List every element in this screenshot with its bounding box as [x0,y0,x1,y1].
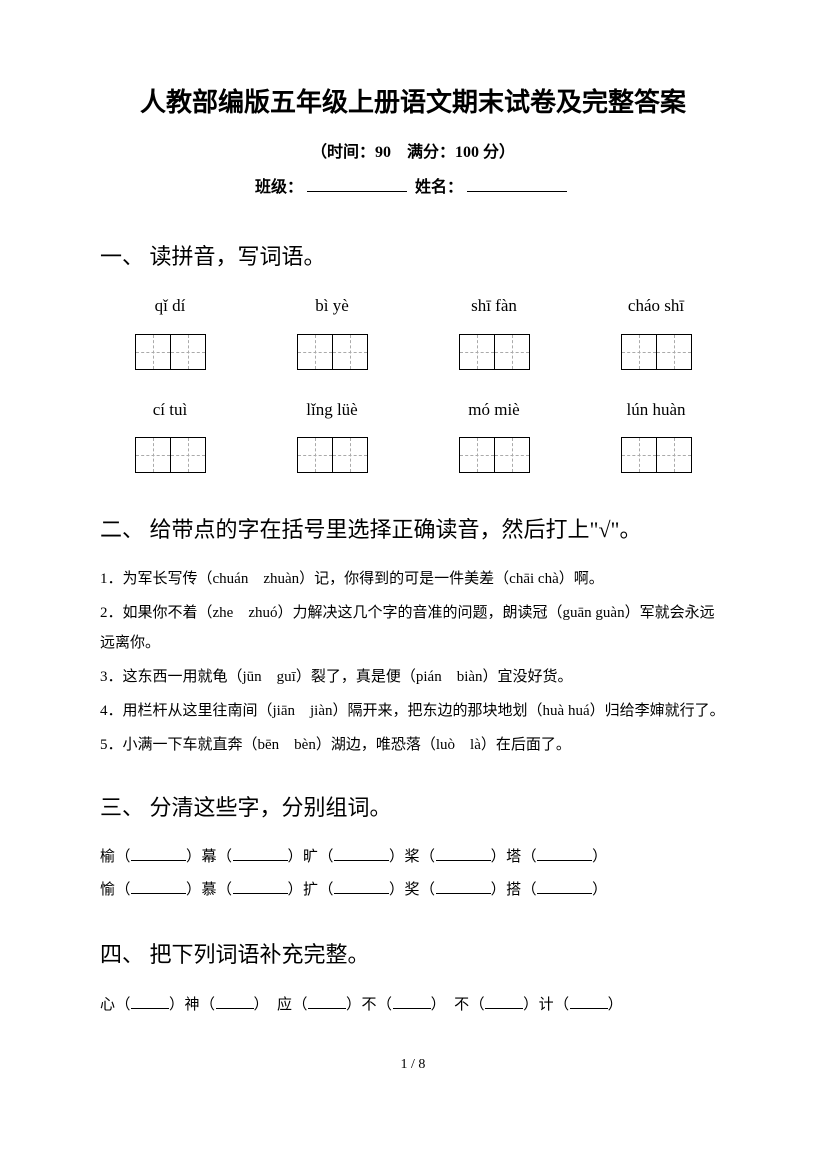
word-row: 愉（）慕（）扩（）奖（）搭（） [100,874,726,907]
pinyin-label: lǐng lüè [272,395,392,426]
question-item: 2．如果你不着（zhe zhuó）力解决这几个字的音准的问题，朗读冠（guān … [100,598,726,658]
pinyin-label: shī fàn [434,291,554,322]
section4-heading: 四、 把下列词语补充完整。 [100,935,726,975]
question-item: 3．这东西一用就龟（jūn guī）裂了，真是便（pián biàn）宜没好货。 [100,662,726,692]
fill-blank[interactable] [537,879,592,894]
fill-blank[interactable] [131,994,169,1009]
name-label: 姓名： [415,179,463,196]
char-grid[interactable] [135,334,206,370]
pinyin-item: cí tuì [110,395,230,432]
pinyin-row-2-boxes [100,437,726,482]
char-grid[interactable] [297,334,368,370]
pinyin-box [110,334,230,379]
pinyin-item: mó miè [434,395,554,432]
pinyin-box [272,334,392,379]
pinyin-box [596,334,716,379]
fill-blank[interactable] [233,879,288,894]
fill-blank[interactable] [131,879,186,894]
fill-blank[interactable] [308,994,346,1009]
fill-blank[interactable] [216,994,254,1009]
pinyin-box [272,437,392,482]
char-grid[interactable] [621,437,692,473]
section1-heading: 一、 读拼音，写词语。 [100,237,726,277]
word-row: 心（）神（） 应（）不（） 不（）计（） [100,989,726,1022]
pinyin-row-1-boxes [100,334,726,379]
fill-blank[interactable] [393,994,431,1009]
fill-blank[interactable] [334,879,389,894]
student-fields: 班级： 姓名： [100,174,726,203]
pinyin-label: cí tuì [110,395,230,426]
word-row: 榆（）幕（）旷（）桨（）塔（） [100,841,726,874]
char-grid[interactable] [135,437,206,473]
subtitle: （时间：90 满分：100 分） [100,139,726,168]
char-grid[interactable] [459,334,530,370]
char-grid[interactable] [297,437,368,473]
pinyin-item: bì yè [272,291,392,328]
pinyin-label: cháo shī [596,291,716,322]
char-grid[interactable] [621,334,692,370]
pinyin-item: shī fàn [434,291,554,328]
pinyin-box [434,334,554,379]
pinyin-box [434,437,554,482]
pinyin-row-2-labels: cí tuì lǐng lüè mó miè lún huàn [100,395,726,432]
pinyin-box [110,437,230,482]
fill-blank[interactable] [570,994,608,1009]
pinyin-item: lǐng lüè [272,395,392,432]
class-label: 班级： [255,179,303,196]
page-number: 1 / 8 [100,1052,726,1077]
name-blank[interactable] [467,175,567,192]
page: 人教部编版五年级上册语文期末试卷及完整答案 （时间：90 满分：100 分） 班… [0,0,826,1117]
fill-blank[interactable] [485,994,523,1009]
question-item: 5．小满一下车就直奔（bēn bèn）湖边，唯恐落（luò là）在后面了。 [100,730,726,760]
pinyin-label: mó miè [434,395,554,426]
pinyin-label: bì yè [272,291,392,322]
pinyin-label: qǐ dí [110,291,230,322]
fill-blank[interactable] [537,846,592,861]
fill-blank[interactable] [334,846,389,861]
section2-heading: 二、 给带点的字在括号里选择正确读音，然后打上"√"。 [100,510,726,550]
pinyin-item: qǐ dí [110,291,230,328]
pinyin-box [596,437,716,482]
fill-blank[interactable] [436,846,491,861]
section3-heading: 三、 分清这些字，分别组词。 [100,788,726,828]
question-item: 4．用栏杆从这里往南间（jiān jiàn）隔开来，把东边的那块地划（huà h… [100,696,726,726]
class-blank[interactable] [307,175,407,192]
pinyin-item: cháo shī [596,291,716,328]
fill-blank[interactable] [436,879,491,894]
char-grid[interactable] [459,437,530,473]
pinyin-row-1-labels: qǐ dí bì yè shī fàn cháo shī [100,291,726,328]
pinyin-item: lún huàn [596,395,716,432]
question-item: 1．为军长写传（chuán zhuàn）记，你得到的可是一件美差（chāi ch… [100,564,726,594]
page-title: 人教部编版五年级上册语文期末试卷及完整答案 [100,80,726,127]
fill-blank[interactable] [233,846,288,861]
pinyin-label: lún huàn [596,395,716,426]
fill-blank[interactable] [131,846,186,861]
